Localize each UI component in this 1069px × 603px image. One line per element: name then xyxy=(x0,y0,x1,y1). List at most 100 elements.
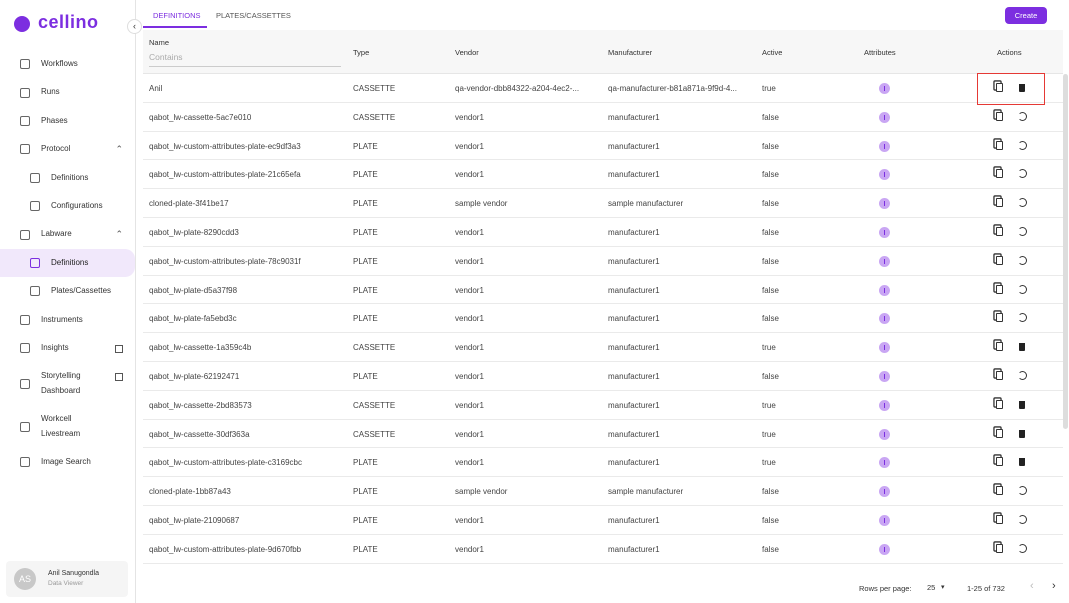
copy-icon[interactable] xyxy=(996,457,1003,467)
delete-icon[interactable] xyxy=(1019,458,1025,467)
copy-icon[interactable] xyxy=(996,543,1003,553)
column-header[interactable]: Active xyxy=(762,48,783,57)
attributes-icon[interactable] xyxy=(879,140,890,152)
table-row[interactable] xyxy=(143,420,1063,449)
nav-item[interactable]: Instruments xyxy=(0,306,135,334)
attributes-icon[interactable] xyxy=(879,428,890,440)
attributes-icon[interactable] xyxy=(879,111,890,123)
nav-item[interactable]: Configurations xyxy=(0,192,135,220)
history-icon[interactable] xyxy=(1018,140,1027,150)
table-row[interactable] xyxy=(143,477,1063,506)
user-card[interactable]: AS Anil Sanugondla Data Viewer xyxy=(6,561,128,597)
copy-icon[interactable] xyxy=(996,399,1003,409)
attributes-icon[interactable] xyxy=(879,169,890,181)
table-row[interactable] xyxy=(143,276,1063,305)
tab[interactable]: DEFINITIONS xyxy=(153,11,201,20)
nav-item[interactable]: Protocol ⌃ xyxy=(0,135,135,163)
attributes-icon[interactable] xyxy=(879,284,890,296)
copy-icon[interactable] xyxy=(996,515,1003,524)
history-icon[interactable] xyxy=(1018,169,1027,179)
copy-icon[interactable] xyxy=(996,371,1003,380)
copy-icon[interactable] xyxy=(996,342,1003,352)
attributes-icon[interactable] xyxy=(879,83,890,94)
copy-icon[interactable] xyxy=(996,140,1003,150)
table-row[interactable] xyxy=(143,132,1063,161)
copy-icon[interactable] xyxy=(996,111,1003,121)
table-row[interactable] xyxy=(143,304,1063,334)
history-icon[interactable] xyxy=(1018,371,1027,380)
attributes-icon[interactable] xyxy=(879,543,890,555)
attributes-icon[interactable] xyxy=(879,255,890,267)
table-row[interactable] xyxy=(143,362,1063,391)
nav-item[interactable]: Storytelling Dashboard xyxy=(0,362,135,405)
nav-item[interactable]: Runs xyxy=(0,78,135,106)
prev-page[interactable]: ‹ xyxy=(1030,580,1034,592)
table-row[interactable] xyxy=(143,74,1063,103)
table-row[interactable] xyxy=(143,535,1063,564)
attributes-icon[interactable] xyxy=(879,313,890,325)
attributes-icon[interactable] xyxy=(879,515,890,526)
history-icon[interactable] xyxy=(1018,313,1027,323)
name-filter[interactable]: Contains xyxy=(149,48,341,67)
history-icon[interactable] xyxy=(1018,284,1027,294)
history-icon[interactable] xyxy=(1018,515,1027,524)
nav-item[interactable]: Definitions xyxy=(0,248,135,278)
rows-per-page[interactable]: 25 xyxy=(927,583,936,592)
copy-icon[interactable] xyxy=(996,83,1003,92)
table-row[interactable] xyxy=(143,333,1063,362)
nav-item[interactable]: Insights xyxy=(0,334,135,362)
copy-icon[interactable] xyxy=(996,198,1003,208)
table-row[interactable] xyxy=(143,103,1063,132)
history-icon[interactable] xyxy=(1018,543,1027,553)
delete-icon[interactable] xyxy=(1019,343,1025,352)
nav-item[interactable]: Definitions xyxy=(0,164,135,192)
copy-icon[interactable] xyxy=(996,428,1003,438)
copy-icon[interactable] xyxy=(996,169,1003,179)
table-row[interactable] xyxy=(143,160,1063,190)
attributes-icon[interactable] xyxy=(879,342,890,354)
attributes-icon[interactable] xyxy=(879,486,890,498)
table-row[interactable] xyxy=(143,189,1063,218)
attributes-icon[interactable] xyxy=(879,198,890,210)
nav-item[interactable]: Plates/Cassettes xyxy=(0,277,135,305)
collapse-button[interactable]: ‹ xyxy=(127,19,142,34)
next-page[interactable]: › xyxy=(1052,580,1056,592)
copy-icon[interactable] xyxy=(996,227,1003,236)
column-header[interactable]: Manufacturer xyxy=(608,48,653,57)
attributes-icon[interactable] xyxy=(879,227,890,238)
column-header[interactable]: Attributes xyxy=(864,48,896,57)
copy-icon[interactable] xyxy=(996,486,1003,496)
table-row[interactable] xyxy=(143,218,1063,247)
delete-icon[interactable] xyxy=(1019,400,1025,409)
nav-item[interactable]: Phases xyxy=(0,107,135,135)
nav-item[interactable]: Labware ⌃ xyxy=(0,220,135,248)
copy-icon[interactable] xyxy=(996,255,1003,265)
cell: false xyxy=(762,112,779,122)
table-row[interactable] xyxy=(143,247,1063,276)
user-name: Anil Sanugondla xyxy=(48,570,99,577)
history-icon[interactable] xyxy=(1018,227,1027,236)
nav-item[interactable]: Workflows xyxy=(0,50,135,78)
table-row[interactable] xyxy=(143,448,1063,478)
column-header[interactable]: Actions xyxy=(997,48,1022,57)
tab[interactable]: PLATES/CASSETTES xyxy=(216,11,291,20)
delete-icon[interactable] xyxy=(1019,429,1025,438)
nav-item[interactable]: Image Search xyxy=(0,448,135,476)
history-icon[interactable] xyxy=(1018,111,1027,121)
delete-icon[interactable] xyxy=(1019,84,1025,92)
nav-item[interactable]: Workcell Livestream xyxy=(0,405,135,448)
create-button[interactable]: Create xyxy=(1005,7,1047,24)
attributes-icon[interactable] xyxy=(879,371,890,382)
column-header[interactable]: Vendor xyxy=(455,48,479,57)
history-icon[interactable] xyxy=(1018,255,1027,265)
table-row[interactable] xyxy=(143,506,1063,535)
history-icon[interactable] xyxy=(1018,198,1027,208)
attributes-icon[interactable] xyxy=(879,457,890,469)
copy-icon[interactable] xyxy=(996,284,1003,294)
table-row[interactable] xyxy=(143,391,1063,420)
column-header[interactable]: Type xyxy=(353,48,370,57)
attributes-icon[interactable] xyxy=(879,399,890,411)
column-header[interactable]: Name xyxy=(149,38,170,47)
copy-icon[interactable] xyxy=(996,313,1003,323)
history-icon[interactable] xyxy=(1018,486,1027,496)
